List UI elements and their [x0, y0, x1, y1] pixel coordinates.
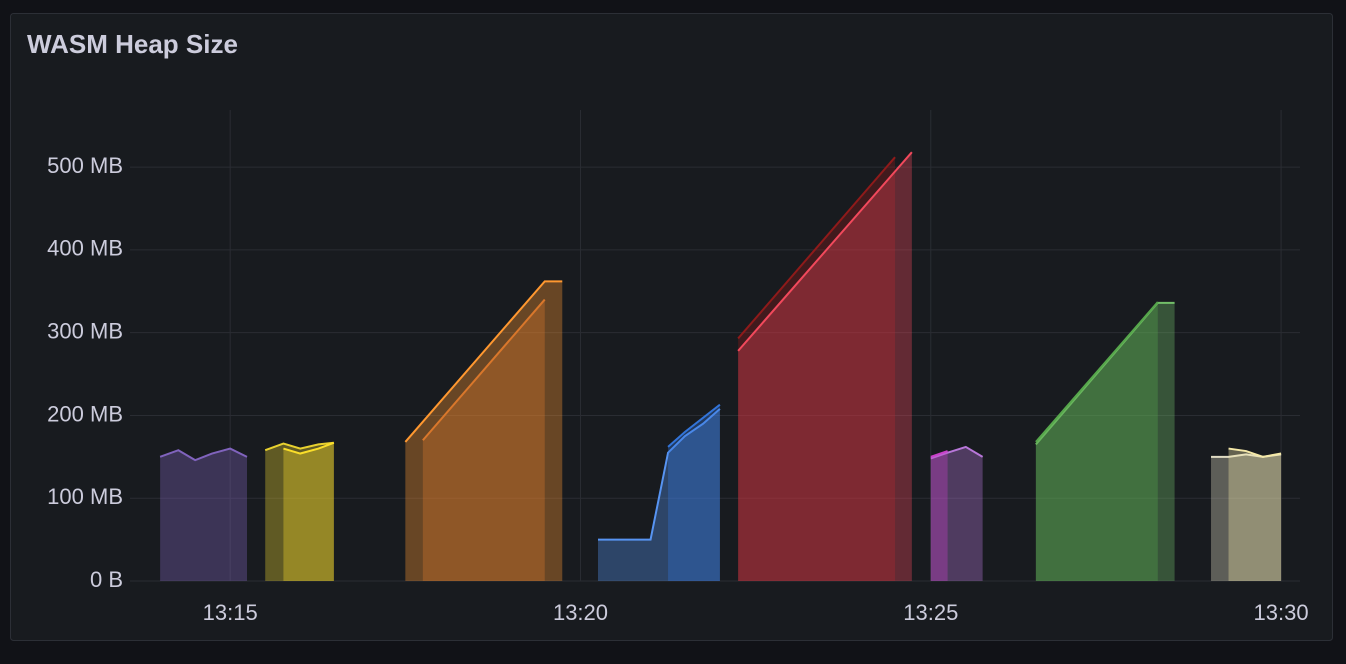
area: [265, 442, 334, 581]
line: [930, 445, 984, 460]
line: [283, 441, 335, 455]
area: [930, 451, 948, 581]
area: [668, 404, 720, 581]
line: [404, 280, 563, 443]
line: [1035, 301, 1159, 443]
line: [737, 151, 913, 352]
area: [598, 408, 720, 581]
area: [160, 448, 247, 581]
line: [159, 447, 248, 462]
y-tick-label: 200 MB: [47, 401, 123, 426]
area: [738, 152, 912, 581]
y-tick-label: 400 MB: [47, 236, 123, 261]
line: [930, 450, 948, 458]
y-tick-label: 300 MB: [47, 318, 123, 343]
x-tick-label: 13:20: [553, 600, 608, 625]
area: [422, 299, 545, 581]
line: [1228, 447, 1282, 458]
area: [405, 281, 563, 581]
area: [1035, 302, 1158, 581]
x-tick-label: 13:25: [903, 600, 958, 625]
panel: [10, 13, 1333, 641]
area: [738, 157, 896, 581]
chart-title: WASM Heap Size: [27, 29, 238, 59]
x-tick-label: 13:30: [1254, 600, 1309, 625]
area: [1211, 454, 1282, 581]
area: [1035, 302, 1175, 581]
line: [667, 403, 721, 448]
y-tick-label: 0 B: [90, 567, 123, 592]
line: [598, 408, 721, 541]
area: [283, 442, 334, 581]
area: [930, 446, 983, 581]
area: [1228, 448, 1282, 581]
x-tick-label: 13:15: [203, 600, 258, 625]
y-tick-label: 500 MB: [47, 153, 123, 178]
line: [737, 156, 896, 340]
y-tick-label: 100 MB: [47, 484, 123, 509]
line: [264, 441, 334, 452]
line: [422, 298, 546, 441]
